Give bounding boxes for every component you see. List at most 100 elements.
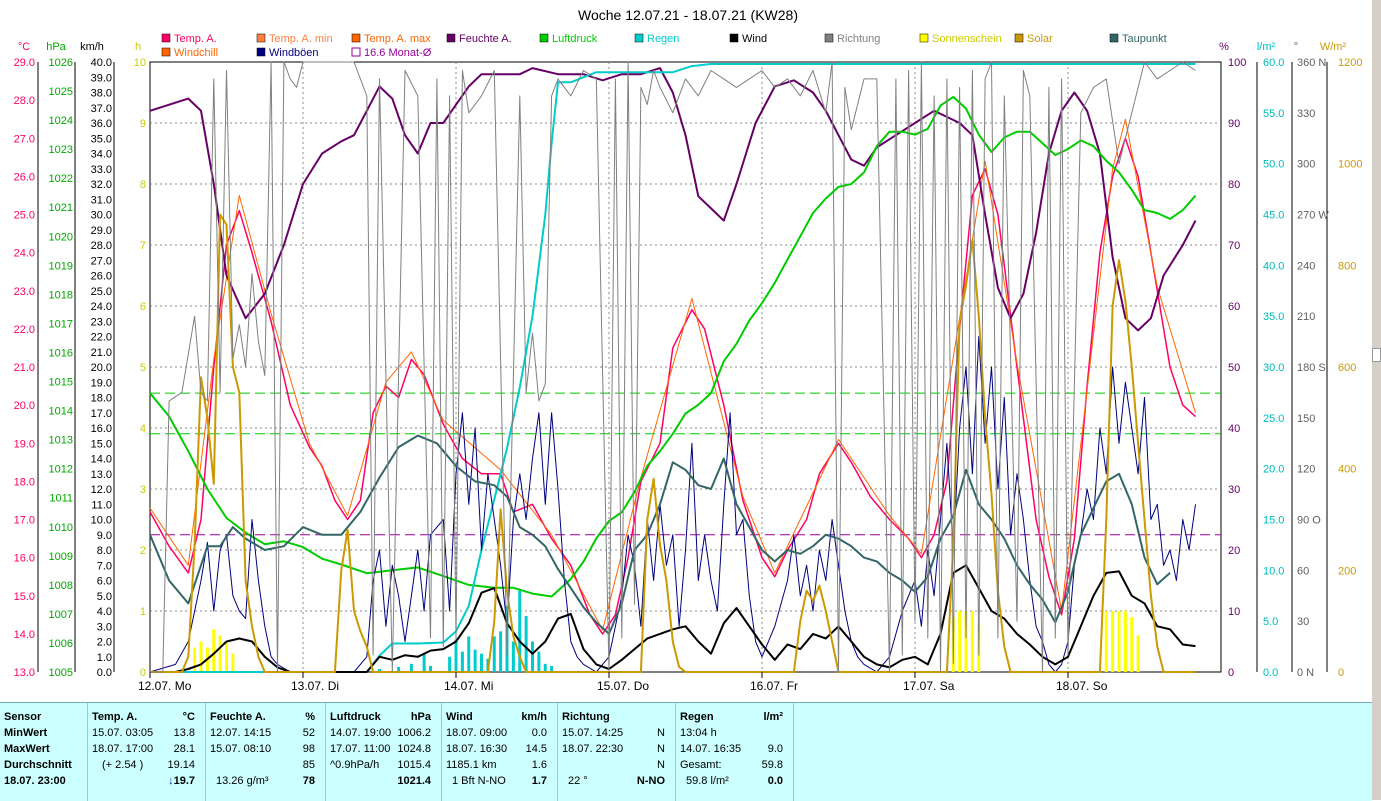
rain-unit-label: l/m² [1257, 41, 1276, 53]
hum-unit-label: % [1219, 41, 1229, 53]
sonnenschein-bar [193, 647, 197, 672]
hum-max-value: 98 [302, 743, 315, 755]
dir-unit-label: ° [1294, 41, 1298, 53]
temp-tick-label: 23.0 [14, 286, 35, 298]
temp-tick-label: 27.0 [14, 133, 35, 145]
rain-tick-label: 60.0 [1263, 57, 1284, 69]
temp-tick-label: 15.0 [14, 591, 35, 603]
rain-tick-label: 20.0 [1263, 464, 1284, 476]
hum-unit: % [305, 711, 315, 723]
dir-max-time: 18.07. 22:30 [562, 743, 624, 755]
solar-tick-label: 600 [1338, 362, 1356, 374]
scrollbar-thumb[interactable] [1372, 348, 1381, 362]
wind-tick-label: 39.0 [91, 72, 112, 84]
temp-unit: °C [182, 711, 195, 723]
wind-tick-label: 6.0 [97, 576, 112, 588]
temp-tick-label: 28.0 [14, 95, 35, 107]
regen-bar [531, 641, 534, 672]
solar-tick-label: 200 [1338, 565, 1356, 577]
temp-header: Temp. A. [92, 711, 138, 723]
regen-bar [422, 653, 426, 672]
dir-avg-value: N [657, 759, 665, 771]
wind-tick-label: 33.0 [91, 164, 112, 176]
press-tick-label: 1018 [49, 289, 73, 301]
press-tick-label: 1026 [49, 57, 73, 69]
regen-bar [467, 636, 471, 672]
press-max-value: 1024.8 [397, 743, 431, 755]
dir-tick-label: 0 N [1297, 667, 1314, 679]
wind-tick-label: 17.0 [91, 408, 112, 420]
legend-label-wind: Wind [742, 33, 767, 45]
series-lines [149, 61, 1197, 673]
sun-tick-label: 1 [140, 606, 146, 618]
wind-beaufort: 1 Bft N-NO [452, 775, 506, 787]
temp-max-time: 18.07. 17:00 [92, 743, 154, 755]
sun-tick-label: 8 [140, 179, 146, 191]
legend-swatch-sonnenschein [919, 33, 929, 43]
legend-swatch-temp-a-min [256, 33, 266, 43]
rain-tick-label: 10.0 [1263, 565, 1284, 577]
dir-tick-label: 30 [1297, 616, 1309, 628]
solar-tick-label: 1000 [1338, 159, 1362, 171]
regen-bar [397, 666, 401, 672]
window-scrollbar[interactable] [1372, 0, 1381, 800]
hum-tick-label: 90 [1228, 118, 1240, 130]
temp-tick-label: 22.0 [14, 324, 35, 336]
press-tick-label: 1019 [49, 260, 73, 272]
sun-tick-label: 9 [140, 118, 146, 130]
regen-bar [429, 665, 432, 672]
day-label: 12.07. Mo [138, 679, 192, 693]
wind-unit-label: km/h [80, 41, 104, 53]
press-tick-label: 1020 [49, 231, 73, 243]
regen-bar [499, 631, 503, 672]
rain-tick-label: 0.0 [1263, 667, 1278, 679]
stats-temp: Temp. A. °C 15.07. 03:05 13.8 18.07. 17:00… [88, 703, 206, 801]
series-solar [150, 213, 1196, 673]
regen-bar [448, 656, 452, 672]
label-min: MinWert [4, 727, 48, 739]
regen-bar [473, 649, 477, 672]
dir-tick-label: 330 [1297, 108, 1315, 120]
wind-max-time: 18.07. 16:30 [446, 743, 508, 755]
press-tick-label: 1009 [49, 551, 73, 563]
wind-tick-label: 37.0 [91, 103, 112, 115]
wind-tick-label: 27.0 [91, 255, 112, 267]
rain-tick-label: 5.0 [1263, 616, 1278, 628]
sonnenschein-bar [225, 641, 228, 672]
rain-total-value: 59.8 [761, 759, 783, 771]
stats-dir: Richtung 15.07. 14:25 N 18.07. 22:30 N N 2… [558, 703, 676, 801]
day-label: 18.07. So [1056, 679, 1108, 693]
press-avg-value: 1015.4 [397, 759, 431, 771]
hum-tick-label: 30 [1228, 484, 1240, 496]
press-tick-label: 1016 [49, 347, 73, 359]
weather-chart: Woche 12.07.21 - 18.07.21 (KW28) Temp. A… [14, 7, 1363, 693]
rain-tick-label: 50.0 [1263, 159, 1284, 171]
wind-tick-label: 30.0 [91, 210, 112, 222]
chart-title: Woche 12.07.21 - 18.07.21 (KW28) [578, 7, 798, 23]
temp-tick-label: 25.0 [14, 210, 35, 222]
wind-tick-label: 13.0 [91, 469, 112, 481]
temp-tick-label: 14.0 [14, 629, 35, 641]
sun-tick-label: 4 [140, 423, 146, 435]
rain-tick-label: 45.0 [1263, 210, 1284, 222]
solar-tick-label: 1200 [1338, 57, 1362, 69]
legend-label-regen: Regen [647, 33, 679, 45]
temp-tick-label: 18.0 [14, 476, 35, 488]
hum-tick-label: 40 [1228, 423, 1240, 435]
day-label: 14.07. Mi [444, 679, 493, 693]
hum-absolute: 13.26 g/m³ [216, 775, 269, 787]
legend-label-luftdruck: Luftdruck [552, 33, 598, 45]
stats-sensor: Sensor MinWert MaxWert Durchschnitt 18.0… [0, 703, 88, 801]
dir-tick-label: 150 [1297, 413, 1315, 425]
wind-tick-label: 22.0 [91, 332, 112, 344]
press-header: Luftdruck [330, 711, 381, 723]
wind-tick-label: 40.0 [91, 57, 112, 69]
stats-wind: Wind km/h 18.07. 09:00 0.0 18.07. 16:30 14.… [442, 703, 558, 801]
temp-current: 19.7 [173, 775, 195, 787]
series-luftdruck [149, 95, 1197, 598]
regen-bar [518, 590, 522, 672]
wind-tick-label: 4.0 [97, 606, 112, 618]
series-regen [150, 63, 1196, 673]
press-min-time: 14.07. 19:00 [330, 727, 392, 739]
wind-tick-label: 1.0 [97, 652, 112, 664]
